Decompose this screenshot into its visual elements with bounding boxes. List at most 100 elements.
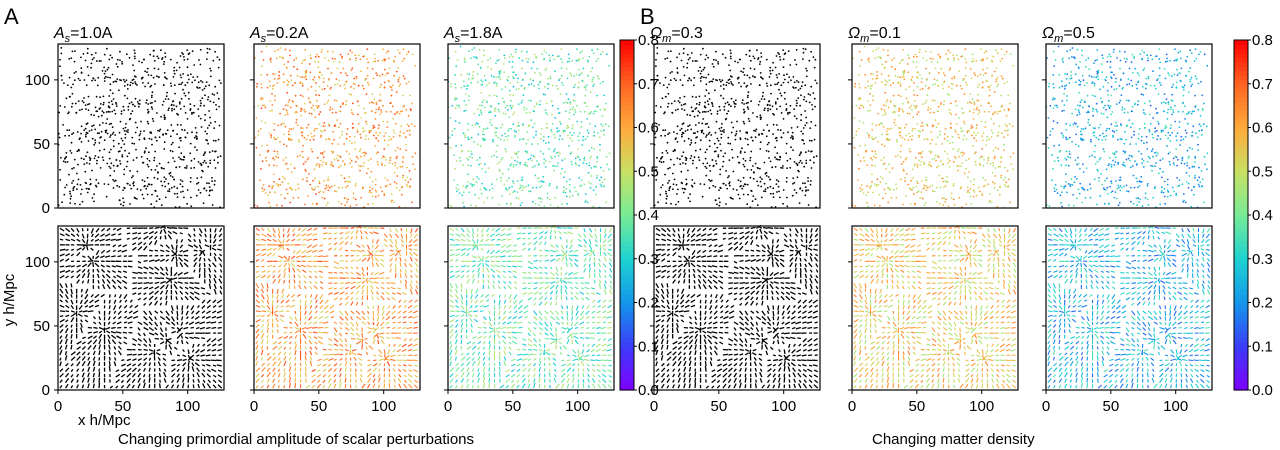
particle-point	[190, 73, 192, 76]
particle-point	[590, 146, 593, 149]
particle-point	[189, 152, 192, 155]
displacement-vector	[159, 244, 164, 248]
particle-point	[319, 190, 322, 193]
displacement-vector	[277, 368, 281, 372]
particle-point	[206, 182, 208, 185]
displacement-vector	[354, 362, 357, 367]
displacement-vector	[498, 294, 501, 299]
displacement-vector	[70, 288, 73, 295]
displacement-vector	[193, 233, 196, 237]
displacement-vector	[333, 353, 340, 356]
particle-point	[377, 140, 380, 142]
displacement-vector	[522, 271, 527, 274]
displacement-vector	[202, 383, 206, 389]
particle-point	[332, 130, 335, 133]
particle-point	[535, 186, 538, 189]
particle-point	[120, 137, 123, 140]
displacement-vector	[101, 274, 106, 279]
displacement-vector	[317, 331, 323, 334]
particle-point	[379, 86, 381, 89]
particle-point	[596, 94, 598, 97]
displacement-vector	[294, 310, 297, 315]
particle-point	[60, 47, 63, 49]
displacement-vector	[131, 367, 137, 373]
particle-point	[310, 85, 313, 88]
displacement-vector	[533, 271, 538, 274]
particle-point	[161, 104, 164, 106]
displacement-vector	[490, 238, 495, 241]
displacement-vector	[108, 310, 111, 315]
particle-point	[478, 163, 480, 166]
particle-point	[349, 49, 352, 52]
particle-point	[545, 126, 548, 129]
particle-point	[254, 136, 257, 139]
particle-point	[507, 188, 509, 191]
displacement-vector	[101, 268, 106, 273]
particle-point	[528, 190, 530, 193]
displacement-vector	[187, 233, 192, 238]
particle-point	[140, 156, 143, 158]
particle-point	[384, 68, 386, 71]
displacement-vector	[182, 349, 185, 353]
particle-point	[112, 98, 115, 100]
displacement-vector	[394, 228, 399, 233]
particle-point	[596, 177, 598, 179]
particle-point	[608, 64, 611, 67]
particle-point	[593, 110, 596, 113]
particle-point	[476, 176, 478, 178]
particle-point	[273, 122, 276, 125]
displacement-vector	[374, 271, 379, 276]
displacement-vector	[160, 280, 166, 285]
particle-point	[134, 121, 137, 124]
displacement-vector	[356, 281, 362, 284]
displacement-vector	[455, 233, 461, 237]
particle-point	[184, 136, 187, 139]
particle-point	[454, 83, 457, 85]
displacement-vector	[113, 310, 117, 314]
particle-point	[74, 50, 76, 52]
displacement-vector	[203, 257, 206, 262]
particle-point	[332, 150, 335, 153]
displacement-vector	[59, 269, 66, 274]
displacement-vector	[544, 316, 547, 321]
displacement-vector	[272, 228, 276, 234]
displacement-vector	[277, 238, 282, 244]
displacement-vector	[80, 288, 83, 293]
displacement-vector	[188, 321, 195, 326]
particle-point	[175, 105, 178, 108]
particle-point	[538, 163, 540, 165]
displacement-vector	[527, 260, 534, 265]
particle-point	[378, 99, 381, 102]
particle-point	[199, 104, 202, 107]
particle-point	[75, 71, 77, 73]
displacement-vector	[311, 249, 318, 253]
displacement-vector	[255, 333, 260, 339]
displacement-vector	[314, 270, 318, 273]
displacement-vector	[379, 332, 385, 335]
displacement-vector	[154, 310, 159, 314]
particle-point	[562, 102, 565, 104]
displacement-vector	[498, 355, 501, 361]
displacement-vector	[545, 351, 551, 356]
displacement-vector	[94, 262, 100, 268]
particle-point	[323, 150, 326, 153]
displacement-vector	[111, 279, 117, 284]
displacement-vector	[179, 232, 183, 235]
particle-point	[132, 181, 135, 184]
particle-point	[125, 79, 128, 82]
particle-point	[303, 136, 306, 139]
displacement-vector	[545, 348, 551, 352]
displacement-vector	[449, 233, 454, 236]
displacement-vector	[143, 332, 146, 337]
particle-point	[397, 67, 400, 69]
displacement-vector	[289, 326, 293, 329]
displacement-vector	[412, 343, 418, 347]
displacement-vector	[385, 321, 391, 325]
displacement-vector	[413, 326, 418, 329]
particle-point	[469, 155, 471, 158]
displacement-vector	[137, 368, 141, 373]
displacement-vector	[81, 372, 85, 378]
displacement-vector	[488, 377, 491, 383]
particle-point	[505, 135, 507, 138]
particle-point	[185, 167, 188, 169]
